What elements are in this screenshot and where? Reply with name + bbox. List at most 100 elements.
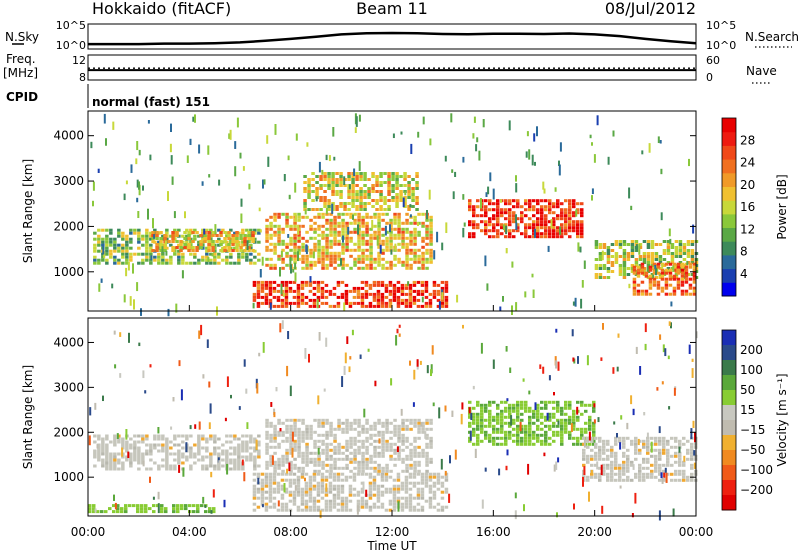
band-1-cell [352,472,357,476]
band-0-cell [93,452,97,456]
band-0-cell [133,446,137,450]
band-1-cell [155,246,159,249]
scatter-cell [170,155,173,165]
scatter-cell [404,191,407,196]
band-1-cell [320,484,325,488]
band-0-cell [229,261,233,265]
band-2-cell [313,460,317,464]
band-4-cell [355,175,359,178]
band-0-cell [97,443,101,447]
band-7-cell [680,265,685,269]
colorbar-block [722,268,736,283]
band-2-cell [373,424,377,428]
band-2-cell [400,289,405,293]
band-4-cell [642,445,646,449]
band-3-cell [325,218,329,222]
band-5-cell [196,504,200,508]
band-0-cell [157,258,161,262]
scatter-cell [229,129,232,140]
scatter-cell [663,472,666,478]
band-0-cell [229,461,233,465]
band-5-cell [540,235,544,239]
scatter-cell [132,263,134,274]
band-5-cell [548,208,552,212]
band-2-cell [397,454,401,458]
band-3-cell [504,400,508,404]
band-0-cell [109,249,113,253]
band-3-cell [273,245,277,249]
band-2-cell [413,454,417,458]
band-5-cell [492,202,496,206]
band-0-cell [201,240,205,244]
band-3-cell [552,424,556,428]
band-1-cell [268,487,273,491]
band-4-cell [323,175,327,178]
band-4-cell [391,178,395,181]
band-3-cell [544,418,548,422]
band-3-cell [409,251,413,255]
band-2-cell [348,289,353,293]
band-1-cell [272,487,277,491]
band-3-cell [297,218,301,222]
scatter-cell [486,283,489,291]
band-2-cell [381,451,385,455]
band-2-cell [325,436,329,440]
y-tick-label: 3000 [53,380,84,394]
band-3-cell [285,242,289,246]
band-2-cell [365,445,369,449]
band-3-cell [317,212,321,216]
band-4-cell [686,478,690,482]
band-7-cell [692,289,697,293]
band-4-cell [642,472,646,476]
band-4-cell [383,196,387,199]
scatter-cell [341,376,344,388]
band-0-cell [145,255,149,259]
band-2-cell [396,286,401,290]
band-0-cell [225,240,229,244]
scatter-cell [234,141,237,149]
band-3-cell [365,212,369,216]
band-0-cell [229,252,233,256]
band-3-cell [560,412,564,416]
band-0-cell [149,458,153,462]
band-6-cell [666,240,671,243]
band-3-cell [285,215,289,219]
noise-left-tick-bottom: 10^0 [56,39,86,52]
band-0-cell [165,458,169,462]
band-0-cell [97,243,101,247]
band-6-cell [602,252,607,255]
band-2-cell [348,301,353,305]
band-2-cell [373,460,377,464]
band-6-cell [682,267,687,270]
band-6-cell [638,267,643,270]
band-1-cell [376,496,381,500]
scatter-cell [436,231,439,243]
band-2-cell [288,289,293,293]
band-2-cell [321,439,325,443]
band-5-cell [136,507,140,511]
band-5-cell [536,220,540,224]
band-1-cell [416,493,421,497]
scatter-cell [556,512,558,518]
band-0-cell [165,437,169,441]
band-2-cell [409,451,413,455]
band-4-cell [682,460,686,464]
band-3-cell [540,427,544,431]
band-0-cell [129,458,133,462]
band-4-cell [618,469,622,473]
band-0-cell [145,240,149,244]
band-2-cell [417,430,421,434]
band-5-cell [504,217,508,221]
band-0-cell [233,446,237,450]
band-0-cell [257,252,261,256]
band-4-cell [335,193,339,196]
band-0-cell [237,449,241,453]
band-2-cell [397,433,401,437]
band-5-cell [480,214,484,218]
scatter-cell [660,212,663,221]
band-4-cell [415,172,419,175]
band-1-cell [420,481,425,485]
band-0-cell [117,461,121,465]
band-3-cell [488,415,492,419]
